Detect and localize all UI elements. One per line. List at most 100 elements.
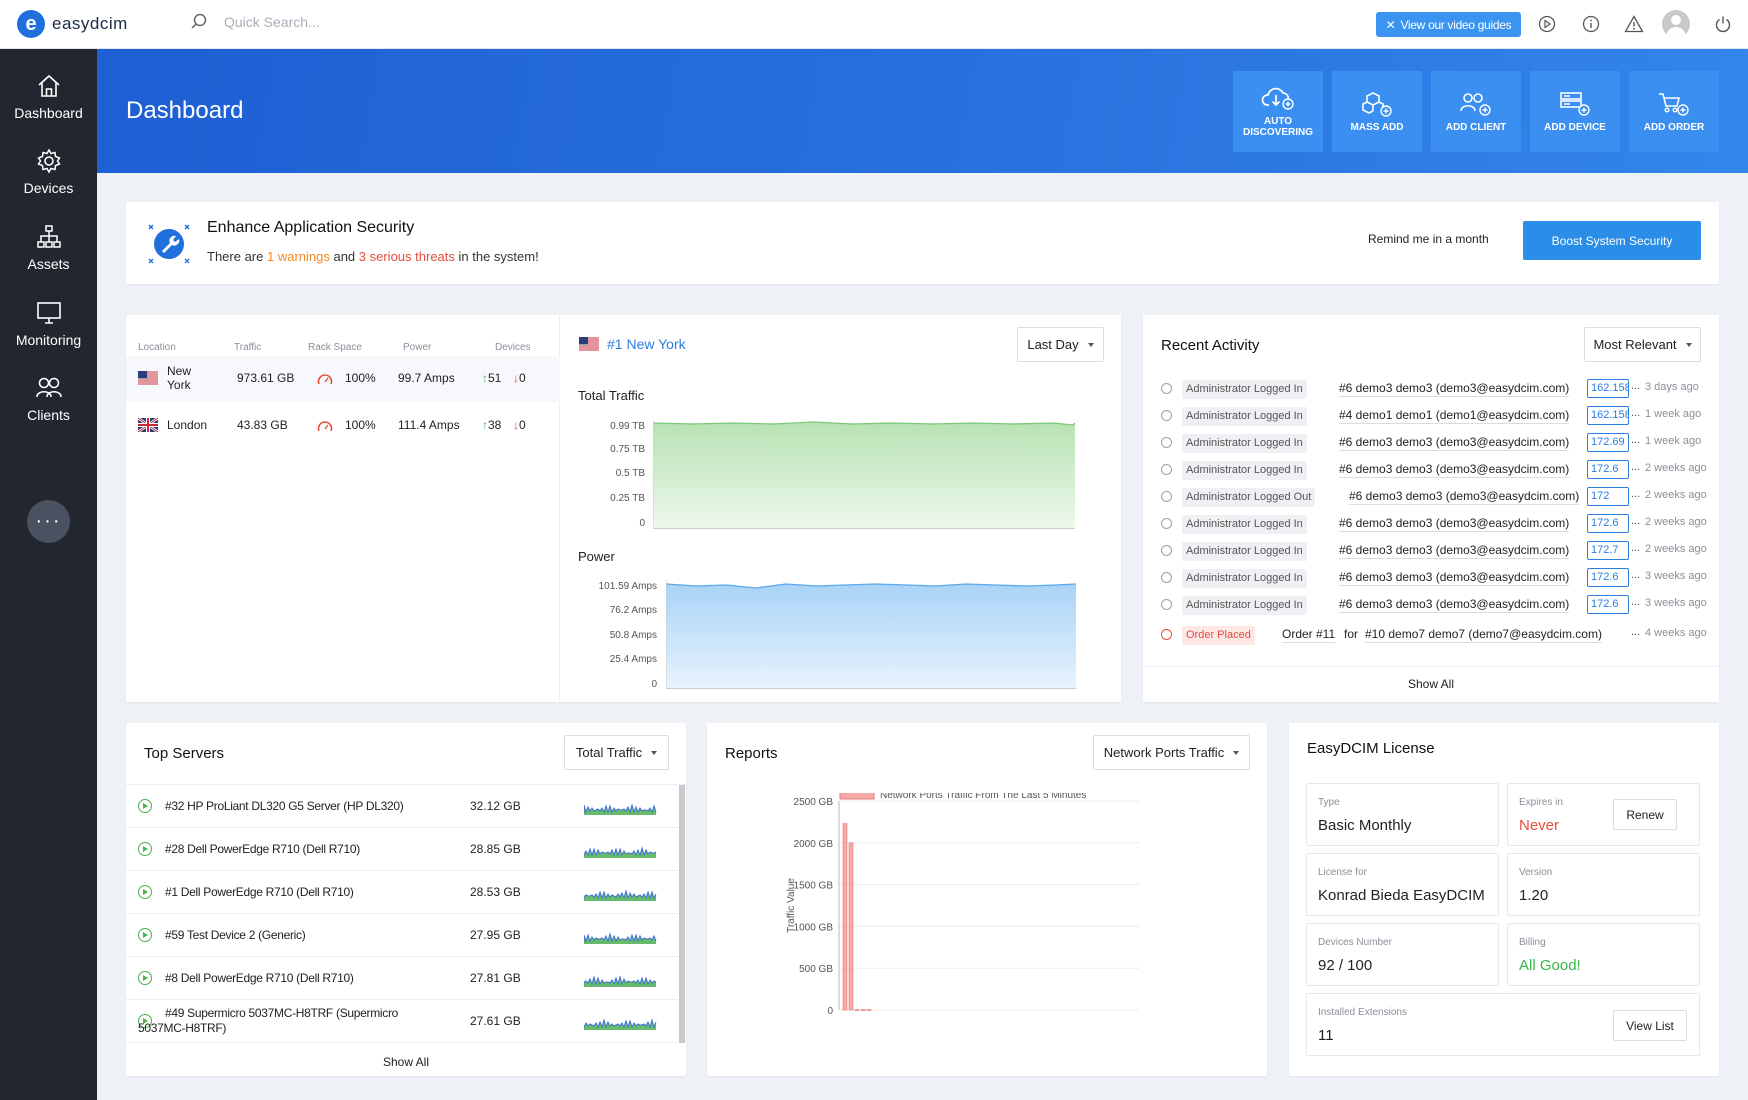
- server-name[interactable]: #59 Test Device 2 (Generic): [165, 928, 306, 942]
- activity-user[interactable]: #6 demo3 demo3 (demo3@easydcim.com): [1339, 570, 1570, 586]
- threats-count[interactable]: 3 serious threats: [358, 249, 455, 264]
- activity-user[interactable]: #6 demo3 demo3 (demo3@easydcim.com): [1339, 516, 1570, 532]
- activity-filter-dropdown[interactable]: Most Relevant: [1584, 327, 1701, 362]
- us-flag-icon: [579, 337, 599, 351]
- ip-badge[interactable]: 172.6: [1587, 460, 1629, 479]
- ellipsis: ...: [1631, 626, 1641, 638]
- play-circle-icon[interactable]: [138, 885, 152, 899]
- server-row[interactable]: #8 Dell PowerEdge R710 (Dell R710) 27.81 …: [126, 957, 678, 1000]
- activity-item-order[interactable]: Order Placed Order #11 for #10 demo7 dem…: [1161, 624, 1707, 646]
- server-name[interactable]: #32 HP ProLiant DL320 G5 Server (HP DL32…: [165, 799, 404, 813]
- ip-badge[interactable]: 162.158: [1587, 406, 1629, 425]
- server-row[interactable]: #32 HP ProLiant DL320 G5 Server (HP DL32…: [126, 785, 678, 828]
- location-row[interactable]: London 43.83 GB 100% 111.4 Amps ↑38 ↓0: [126, 403, 560, 449]
- activity-user[interactable]: #10 demo7 demo7 (demo7@easydcim.com): [1365, 627, 1602, 643]
- play-circle-icon[interactable]: [138, 1014, 152, 1028]
- server-name[interactable]: #1 Dell PowerEdge R710 (Dell R710): [165, 885, 354, 899]
- ip-badge[interactable]: 162.158: [1587, 379, 1629, 398]
- selected-location-title[interactable]: #1 New York: [607, 336, 686, 352]
- server-name[interactable]: #8 Dell PowerEdge R710 (Dell R710): [165, 971, 354, 985]
- server-row[interactable]: #1 Dell PowerEdge R710 (Dell R710) 28.53 …: [126, 871, 678, 914]
- boost-security-button[interactable]: Boost System Security: [1523, 221, 1701, 260]
- video-guides-button[interactable]: ✕ View our video guides: [1376, 12, 1521, 37]
- sidebar-item-assets[interactable]: Assets: [0, 224, 97, 272]
- server-row[interactable]: #59 Test Device 2 (Generic) 27.95 GB: [126, 914, 678, 957]
- activity-user[interactable]: #6 demo3 demo3 (demo3@easydcim.com): [1339, 597, 1570, 613]
- activity-item[interactable]: Administrator Logged In #6 demo3 demo3 (d…: [1161, 432, 1701, 454]
- sidebar-item-monitoring[interactable]: Monitoring: [0, 300, 97, 348]
- server-name[interactable]: 5037MC-H8TRF): [138, 1021, 226, 1036]
- activity-item[interactable]: Administrator Logged In #6 demo3 demo3 (d…: [1161, 567, 1707, 589]
- column-header: Rack Space: [308, 342, 362, 353]
- app-logo[interactable]: e easydcim: [17, 10, 128, 38]
- quick-search[interactable]: Quick Search...: [190, 13, 320, 31]
- activity-user[interactable]: #6 demo3 demo3 (demo3@easydcim.com): [1339, 462, 1570, 478]
- activity-item[interactable]: Administrator Logged In #4 demo1 demo1 (d…: [1161, 405, 1701, 427]
- close-icon[interactable]: ✕: [1385, 17, 1396, 32]
- info-icon[interactable]: [1580, 13, 1602, 35]
- activity-item[interactable]: Administrator Logged Out #6 demo3 demo3 (…: [1161, 486, 1707, 508]
- arrow-down-icon: ↓: [513, 371, 519, 385]
- warnings-count[interactable]: 1 warnings: [266, 249, 330, 264]
- activity-show-all[interactable]: Show All: [1407, 677, 1455, 691]
- scrollbar[interactable]: [679, 785, 685, 1043]
- sidebar-item-dashboard[interactable]: Dashboard: [0, 73, 97, 121]
- top-servers-filter-dropdown[interactable]: Total Traffic: [564, 735, 669, 770]
- auto-discovering-button[interactable]: AUTO DISCOVERING: [1233, 71, 1323, 152]
- more-menu-button[interactable]: ···: [27, 500, 70, 543]
- activity-item[interactable]: Administrator Logged In #6 demo3 demo3 (d…: [1161, 459, 1707, 481]
- license-type-label: Type: [1318, 797, 1340, 808]
- server-row[interactable]: #49 Supermicro 5037MC-H8TRF (Supermicro 5…: [126, 1000, 678, 1043]
- activity-user[interactable]: #6 demo3 demo3 (demo3@easydcim.com): [1339, 435, 1570, 451]
- mass-add-button[interactable]: MASS ADD: [1332, 71, 1422, 152]
- power-icon[interactable]: [1712, 13, 1734, 35]
- view-list-button[interactable]: View List: [1613, 1010, 1687, 1041]
- server-name[interactable]: #49 Supermicro 5037MC-H8TRF (Supermicro: [165, 1006, 398, 1021]
- activity-user[interactable]: #4 demo1 demo1 (demo1@easydcim.com): [1339, 408, 1570, 424]
- server-row[interactable]: #28 Dell PowerEdge R710 (Dell R710) 28.85…: [126, 828, 678, 871]
- ip-badge[interactable]: 172.6: [1587, 514, 1629, 533]
- sidebar-item-devices[interactable]: Devices: [0, 148, 97, 196]
- warning-icon[interactable]: [1623, 13, 1645, 35]
- play-circle-icon[interactable]: [138, 971, 152, 985]
- user-avatar[interactable]: [1662, 10, 1690, 38]
- license-type-box: Type Basic Monthly: [1306, 783, 1499, 846]
- period-value: Last Day: [1027, 337, 1079, 352]
- search-input[interactable]: Quick Search...: [224, 14, 320, 30]
- period-dropdown[interactable]: Last Day: [1017, 327, 1104, 362]
- logo-icon: e: [17, 10, 45, 38]
- play-circle-icon[interactable]: [138, 928, 152, 942]
- activity-item[interactable]: Administrator Logged In #6 demo3 demo3 (d…: [1161, 594, 1707, 616]
- activity-item[interactable]: Administrator Logged In #6 demo3 demo3 (d…: [1161, 513, 1707, 535]
- remind-later-link[interactable]: Remind me in a month: [1368, 232, 1489, 246]
- sidebar-item-label: Monitoring: [15, 332, 82, 348]
- chevron-down-icon: [651, 750, 658, 755]
- activity-item[interactable]: Administrator Logged In #6 demo3 demo3 (d…: [1161, 540, 1707, 562]
- ip-badge[interactable]: 172.6: [1587, 568, 1629, 587]
- ip-badge[interactable]: 172: [1587, 487, 1629, 506]
- top-servers-show-all[interactable]: Show All: [382, 1055, 430, 1069]
- status-dot: [1161, 518, 1172, 529]
- server-name[interactable]: #28 Dell PowerEdge R710 (Dell R710): [165, 842, 360, 856]
- play-circle-icon[interactable]: [138, 842, 152, 856]
- activity-tag: Administrator Logged In: [1182, 569, 1307, 588]
- ip-badge[interactable]: 172.7: [1587, 541, 1629, 560]
- play-circle-icon[interactable]: [138, 799, 152, 813]
- sidebar-item-clients[interactable]: Clients: [0, 375, 97, 423]
- ip-badge[interactable]: 172.69: [1587, 433, 1629, 452]
- play-circle-icon[interactable]: [1536, 13, 1558, 35]
- activity-user[interactable]: #6 demo3 demo3 (demo3@easydcim.com): [1339, 543, 1570, 559]
- order-link[interactable]: Order #11: [1282, 627, 1336, 643]
- add-client-button[interactable]: ADD CLIENT: [1431, 71, 1521, 152]
- location-row[interactable]: New York 973.61 GB 100% 99.7 Amps ↑51 ↓0: [126, 356, 560, 402]
- locations-card: Location Traffic Rack Space Power Device…: [126, 315, 1121, 702]
- reports-filter-dropdown[interactable]: Network Ports Traffic: [1093, 735, 1250, 770]
- activity-user[interactable]: #6 demo3 demo3 (demo3@easydcim.com): [1349, 489, 1580, 505]
- sidebar-item-label: Dashboard: [14, 105, 83, 121]
- renew-button[interactable]: Renew: [1613, 799, 1677, 830]
- activity-user[interactable]: #6 demo3 demo3 (demo3@easydcim.com): [1339, 381, 1570, 397]
- add-order-button[interactable]: ADD ORDER: [1629, 71, 1719, 152]
- activity-item[interactable]: Administrator Logged In #6 demo3 demo3 (d…: [1161, 378, 1701, 400]
- ip-badge[interactable]: 172.6: [1587, 595, 1629, 614]
- add-device-button[interactable]: ADD DEVICE: [1530, 71, 1620, 152]
